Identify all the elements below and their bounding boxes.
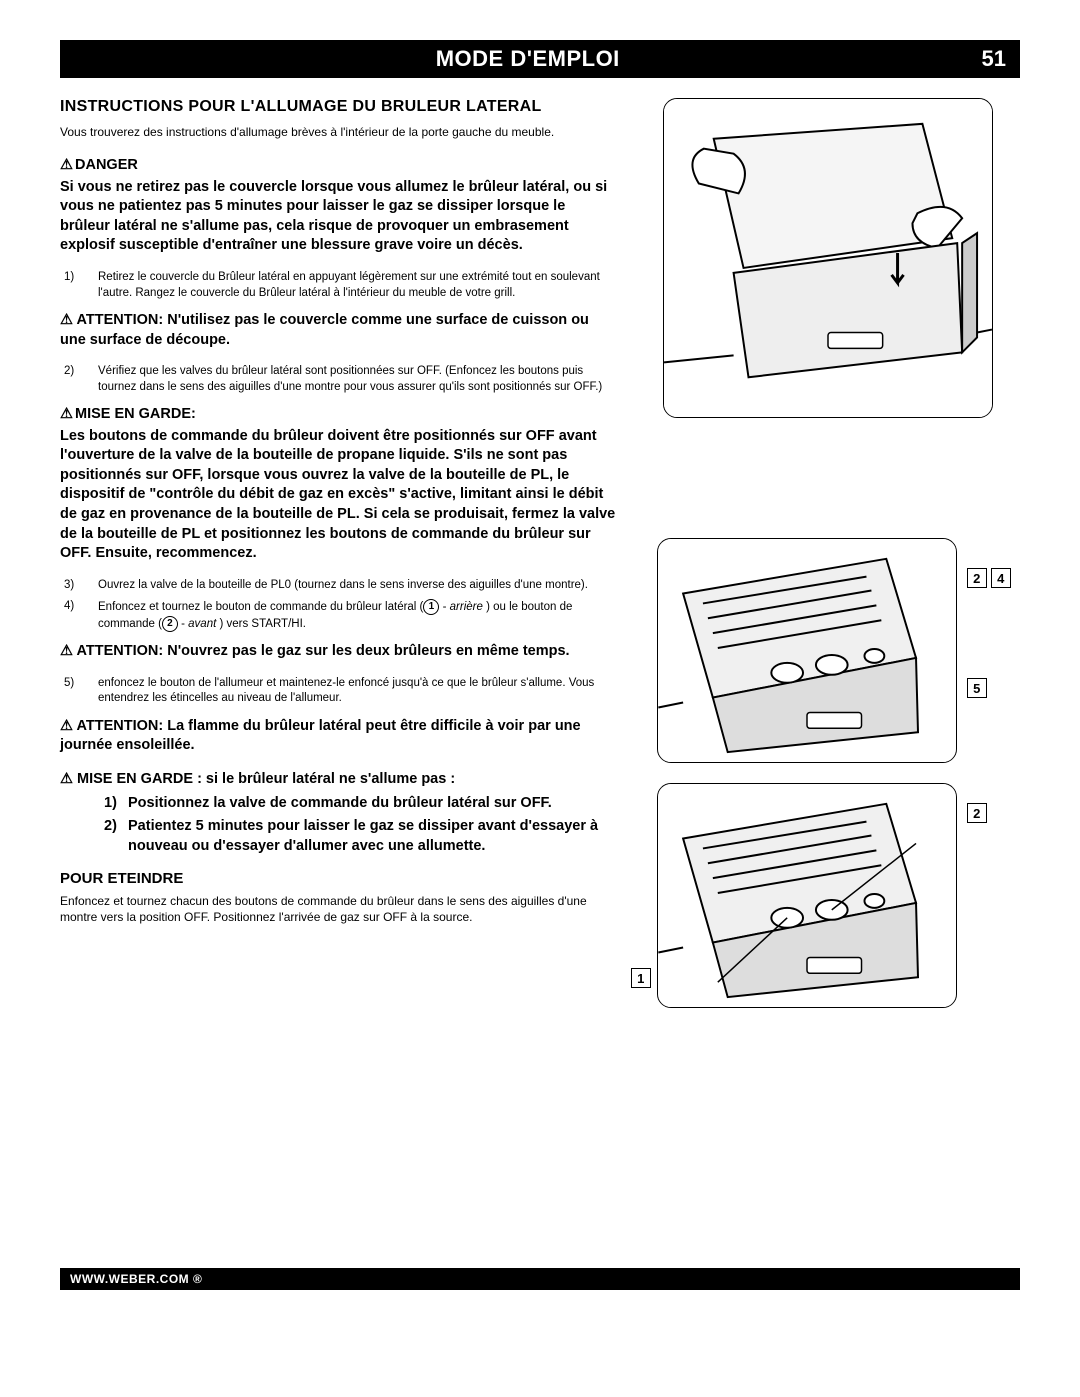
- callout-group: 24: [963, 568, 1011, 588]
- figure-1-wrap: [663, 98, 993, 418]
- callout-box: 4: [991, 568, 1011, 588]
- mise-en-garde-block: ⚠MISE EN GARDE: Les boutons de commande …: [60, 405, 617, 564]
- figure-3-wrap: 2 1: [657, 783, 957, 1008]
- footer-bar: WWW.WEBER.COM ®: [60, 1268, 1020, 1290]
- section-heading: INSTRUCTIONS POUR L'ALLUMAGE DU BRULEUR …: [60, 98, 617, 116]
- step-list-a: Retirez le couvercle du Brûleur latéral …: [60, 270, 617, 301]
- step-list-d: enfoncez le bouton de l'allumeur et main…: [60, 676, 617, 707]
- circle-2-icon: 2: [162, 616, 178, 632]
- callout-box: 2: [967, 803, 987, 823]
- figure-2: [657, 538, 957, 763]
- callout-box: 2: [967, 568, 987, 588]
- callout-group: 1: [627, 968, 651, 988]
- left-column: INSTRUCTIONS POUR L'ALLUMAGE DU BRULEUR …: [60, 98, 617, 1008]
- figure-1: [663, 98, 993, 418]
- step-item: Retirez le couvercle du Brûleur latéral …: [60, 270, 617, 301]
- content-columns: INSTRUCTIONS POUR L'ALLUMAGE DU BRULEUR …: [60, 98, 1020, 1008]
- step-item: Enfoncez et tournez le bouton de command…: [60, 599, 617, 632]
- step-item: Vérifiez que les valves du brûleur latér…: [60, 364, 617, 395]
- warning-icon: ⚠: [60, 156, 73, 176]
- intro-paragraph: Vous trouverez des instructions d'alluma…: [60, 124, 617, 140]
- step-list-c: Ouvrez la valve de la bouteille de PL0 (…: [60, 578, 617, 633]
- step-list-b: Vérifiez que les valves du brûleur latér…: [60, 364, 617, 395]
- page-title: MODE D'EMPLOI: [74, 46, 982, 72]
- callout-group: 5: [963, 678, 987, 698]
- warning-icon: ⚠: [60, 405, 73, 425]
- mise-en-garde-label: ⚠MISE EN GARDE:: [60, 405, 617, 425]
- lid-removal-illustration-icon: [664, 99, 992, 417]
- callout-box: 5: [967, 678, 987, 698]
- danger-text: Si vous ne retirez pas le couvercle lors…: [60, 178, 617, 256]
- mise-en-garde-2: ⚠ MISE EN GARDE : si le brûleur latéral …: [60, 770, 617, 790]
- figure-2-wrap: 24 5: [657, 538, 957, 763]
- figure-3: [657, 783, 957, 1008]
- callout-box: 1: [631, 968, 651, 988]
- page-header-bar: MODE D'EMPLOI 51: [60, 40, 1020, 78]
- circle-1-icon: 1: [423, 599, 439, 615]
- sub-step: 1) Positionnez la valve de commande du b…: [104, 794, 617, 814]
- callout-group: 2: [963, 803, 987, 823]
- step-item: Ouvrez la valve de la bouteille de PL0 (…: [60, 578, 617, 594]
- attention-1: ⚠ ATTENTION: N'utilisez pas le couvercle…: [60, 311, 617, 350]
- right-column: 24 5: [637, 98, 1020, 1008]
- footer-url: WWW.WEBER.COM ®: [70, 1272, 202, 1286]
- attention-3: ⚠ ATTENTION: La flamme du brûleur latéra…: [60, 717, 617, 756]
- attention-2: ⚠ ATTENTION: N'ouvrez pas le gaz sur les…: [60, 642, 617, 662]
- danger-block: ⚠DANGER Si vous ne retirez pas le couver…: [60, 156, 617, 256]
- pour-eteindre-label: POUR ETEINDRE: [60, 870, 617, 887]
- sub-step: 2) Patientez 5 minutes pour laisser le g…: [104, 817, 617, 856]
- pour-eteindre-text: Enfoncez et tournez chacun des boutons d…: [60, 893, 617, 925]
- sub-step-list: 1) Positionnez la valve de commande du b…: [60, 794, 617, 857]
- page-number: 51: [982, 46, 1006, 72]
- step-item: enfoncez le bouton de l'allumeur et main…: [60, 676, 617, 707]
- burner-top-illustration-icon: [658, 539, 956, 762]
- mise-en-garde-text: Les boutons de commande du brûleur doive…: [60, 427, 617, 564]
- danger-label: ⚠DANGER: [60, 156, 617, 176]
- burner-knob-illustration-icon: [658, 784, 956, 1007]
